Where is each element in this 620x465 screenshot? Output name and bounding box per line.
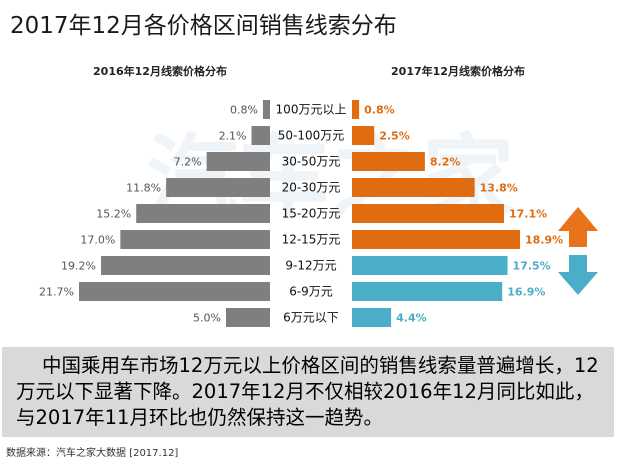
left-bar xyxy=(101,256,270,275)
right-value-label: 17.5% xyxy=(513,260,551,273)
right-value-label: 13.8% xyxy=(480,182,518,195)
category-label: 9-12万元 xyxy=(285,259,336,273)
right-bar xyxy=(352,282,503,301)
category-label: 15-20万元 xyxy=(282,207,341,221)
left-chart-title: 2016年12月线索价格分布 xyxy=(93,64,227,78)
right-bar xyxy=(352,178,475,197)
left-bar xyxy=(136,204,270,223)
bars-group: 0.8% 100万元以上 0.8% 2.1% 50-100万元 2.5% 7.2% 30-50… xyxy=(39,100,563,327)
left-bar xyxy=(79,282,270,301)
right-bar xyxy=(352,308,392,327)
right-chart-title: 2017年12月线索价格分布 xyxy=(391,64,525,78)
up-arrow-icon xyxy=(558,207,598,247)
summary-text: 中国乘用车市场12万元以上价格区间的销售线索量普遍增长，12万元以下显著下降。2… xyxy=(2,347,614,437)
left-bar xyxy=(206,152,270,171)
page-title: 2017年12月各价格区间销售线索分布 xyxy=(10,13,397,39)
category-label: 6-9万元 xyxy=(289,285,333,299)
category-label: 20-30万元 xyxy=(282,181,341,195)
left-bar xyxy=(262,100,270,119)
left-bar xyxy=(251,126,270,145)
left-value-label: 17.0% xyxy=(80,234,115,247)
right-value-label: 4.4% xyxy=(396,312,427,325)
left-bar xyxy=(225,308,270,327)
category-label: 6万元以下 xyxy=(283,311,339,325)
right-bar xyxy=(352,126,375,145)
right-value-label: 2.5% xyxy=(379,130,410,143)
right-bar xyxy=(352,204,504,223)
left-value-label: 0.8% xyxy=(230,104,258,117)
left-value-label: 15.2% xyxy=(96,208,131,221)
category-label: 50-100万元 xyxy=(278,129,345,143)
left-value-label: 19.2% xyxy=(61,260,96,273)
right-bar xyxy=(352,100,360,119)
left-bar xyxy=(120,230,271,249)
right-bar xyxy=(352,230,520,249)
left-value-label: 11.8% xyxy=(126,182,161,195)
right-value-label: 18.9% xyxy=(525,234,563,247)
left-value-label: 5.0% xyxy=(193,312,221,325)
right-value-label: 16.9% xyxy=(507,286,545,299)
category-label: 30-50万元 xyxy=(282,155,341,169)
right-value-label: 0.8% xyxy=(364,104,395,117)
down-arrow-icon xyxy=(558,255,598,295)
left-value-label: 2.1% xyxy=(219,130,247,143)
right-value-label: 8.2% xyxy=(430,156,461,169)
left-value-label: 7.2% xyxy=(174,156,202,169)
category-label: 12-15万元 xyxy=(282,233,341,247)
right-bar xyxy=(352,152,425,171)
data-source: 数据来源：汽车之家大数据 [2017.12] xyxy=(6,448,179,459)
left-bar xyxy=(166,178,270,197)
right-value-label: 17.1% xyxy=(509,208,547,221)
category-label: 100万元以上 xyxy=(276,103,347,117)
right-bar xyxy=(352,256,508,275)
left-value-label: 21.7% xyxy=(39,286,74,299)
